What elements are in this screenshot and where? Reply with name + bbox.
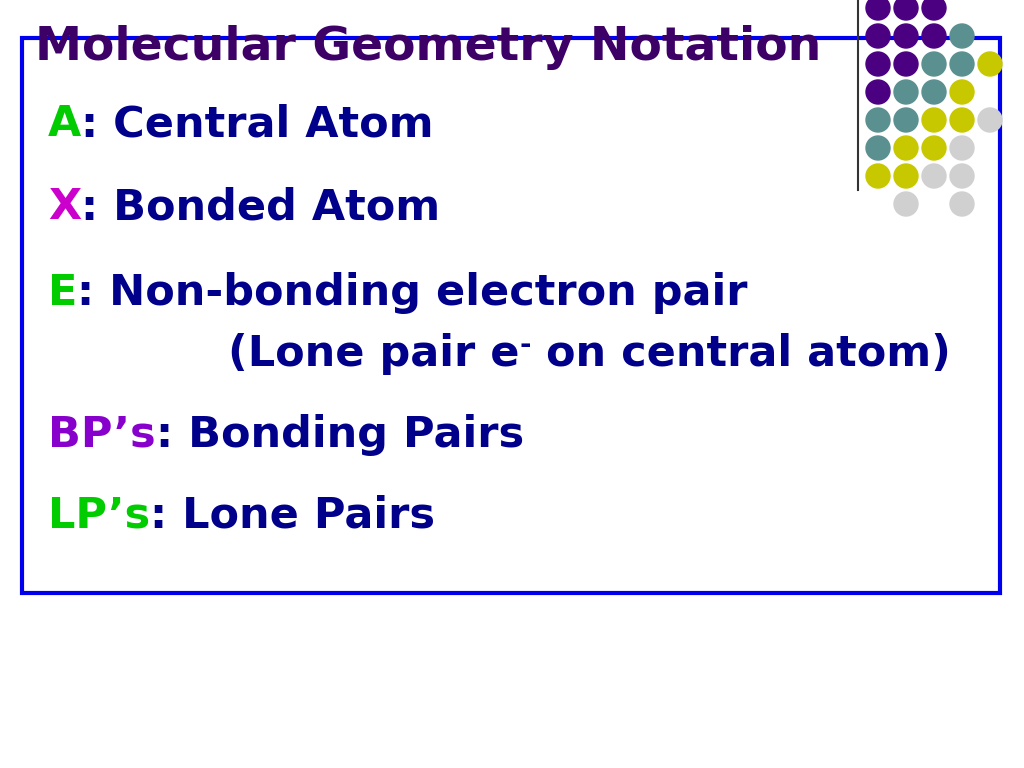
Text: (Lone pair e: (Lone pair e (48, 333, 519, 376)
Circle shape (922, 108, 946, 132)
Circle shape (866, 0, 890, 20)
Text: LP’s: LP’s (48, 495, 151, 536)
Circle shape (922, 52, 946, 76)
Circle shape (950, 136, 974, 160)
Circle shape (950, 164, 974, 188)
Text: : Bonding Pairs: : Bonding Pairs (156, 414, 523, 456)
Text: X: X (48, 187, 81, 228)
Circle shape (922, 164, 946, 188)
Circle shape (866, 80, 890, 104)
Text: E: E (48, 273, 78, 314)
Text: : Non-bonding electron pair: : Non-bonding electron pair (78, 273, 748, 314)
Circle shape (950, 24, 974, 48)
Circle shape (950, 80, 974, 104)
Circle shape (950, 108, 974, 132)
Circle shape (950, 192, 974, 216)
Text: A: A (48, 103, 81, 145)
Text: BP’s: BP’s (48, 414, 156, 456)
Circle shape (894, 52, 918, 76)
Text: Molecular Geometry Notation: Molecular Geometry Notation (35, 25, 821, 71)
Text: on central atom): on central atom) (531, 333, 951, 376)
Circle shape (978, 108, 1002, 132)
Circle shape (978, 52, 1002, 76)
Circle shape (950, 52, 974, 76)
Circle shape (894, 0, 918, 20)
Text: : Central Atom: : Central Atom (81, 103, 434, 145)
FancyBboxPatch shape (22, 38, 1000, 593)
Circle shape (922, 136, 946, 160)
Circle shape (922, 24, 946, 48)
Circle shape (922, 80, 946, 104)
Circle shape (894, 108, 918, 132)
Circle shape (894, 192, 918, 216)
Circle shape (866, 164, 890, 188)
Circle shape (894, 80, 918, 104)
Circle shape (894, 164, 918, 188)
Text: : Lone Pairs: : Lone Pairs (151, 495, 435, 536)
Circle shape (894, 136, 918, 160)
Circle shape (894, 24, 918, 48)
Circle shape (866, 136, 890, 160)
Text: -: - (519, 331, 531, 359)
Circle shape (866, 52, 890, 76)
Text: : Bonded Atom: : Bonded Atom (81, 187, 440, 228)
Circle shape (922, 0, 946, 20)
Circle shape (866, 24, 890, 48)
Circle shape (866, 108, 890, 132)
